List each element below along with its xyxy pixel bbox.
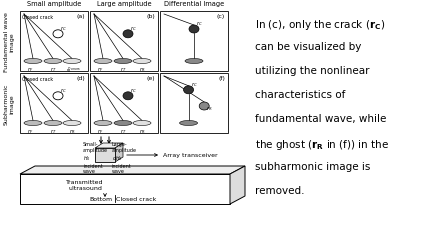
Text: subharmonic image is: subharmonic image is [255,161,370,171]
Ellipse shape [114,121,132,126]
Text: Closed crack: Closed crack [22,15,53,20]
Text: $r_T$: $r_T$ [50,65,57,74]
Ellipse shape [44,121,62,126]
Ellipse shape [114,59,132,64]
Polygon shape [95,143,123,148]
Text: $r_C$: $r_C$ [60,86,67,95]
Bar [160,74,228,134]
Text: Closed crack: Closed crack [22,77,53,82]
Text: (e): (e) [147,76,155,81]
Text: Differential Image: Differential Image [164,1,224,7]
Text: (a): (a) [77,14,85,19]
Text: Array transceiver: Array transceiver [163,153,218,158]
Bar [95,148,115,162]
Ellipse shape [53,92,63,100]
Ellipse shape [185,59,203,64]
Text: Large-
amplitude
$\alpha H_0$
incident
wave: Large- amplitude $\alpha H_0$ incident w… [112,141,137,174]
Text: Transmitted
ultrasound: Transmitted ultrasound [66,179,104,190]
Text: $r_R^{Donors}$: $r_R^{Donors}$ [66,65,81,76]
Text: $r_F$: $r_F$ [97,127,103,136]
Ellipse shape [183,86,194,94]
Text: (c): (c) [217,14,225,19]
Bar [160,12,228,72]
Text: $r_F$: $r_F$ [27,65,33,74]
Text: $r_F$: $r_F$ [27,127,33,136]
Polygon shape [20,166,245,174]
Ellipse shape [180,121,198,126]
Ellipse shape [189,26,199,34]
Polygon shape [115,143,123,162]
Text: Large amplitude: Large amplitude [97,1,151,7]
Ellipse shape [53,31,63,39]
Text: Bottom: Bottom [89,196,113,201]
Text: $r_T$: $r_T$ [120,65,127,74]
Ellipse shape [94,59,112,64]
Text: (b): (b) [146,14,155,19]
Text: $r_T$: $r_T$ [120,127,127,136]
Text: (f): (f) [218,76,225,81]
Bar [90,74,158,134]
Bar [20,74,88,134]
Text: $r_C$: $r_C$ [130,86,137,95]
Text: $r_R$: $r_R$ [69,127,75,136]
Ellipse shape [63,121,81,126]
Text: utilizing the nonlinear: utilizing the nonlinear [255,66,370,76]
Ellipse shape [44,59,62,64]
Ellipse shape [123,92,133,100]
Polygon shape [230,166,245,204]
Text: Small-
amplitude
$H_0$
incident
wave: Small- amplitude $H_0$ incident wave [83,141,108,174]
Text: (d): (d) [76,76,85,81]
Ellipse shape [24,121,42,126]
Text: Fundamental wave
image: Fundamental wave image [4,12,15,72]
Text: $r_C$: $r_C$ [196,19,203,28]
Bar [20,174,230,204]
Ellipse shape [123,31,133,39]
Text: $r_C$: $r_C$ [130,24,137,33]
Text: the ghost ($\mathbf{r_R}$ in (f)) in the: the ghost ($\mathbf{r_R}$ in (f)) in the [255,137,389,151]
Ellipse shape [94,121,112,126]
Ellipse shape [133,59,151,64]
Text: can be visualized by: can be visualized by [255,42,361,52]
Text: $r_R$: $r_R$ [206,104,213,113]
Text: removed.: removed. [255,185,304,195]
Text: $r_T$: $r_T$ [50,127,57,136]
Text: $r_R$: $r_R$ [139,65,145,74]
Text: $r_C$: $r_C$ [191,80,198,89]
Ellipse shape [133,121,151,126]
Text: characteristics of: characteristics of [255,90,345,100]
Text: Subharmonic
image: Subharmonic image [4,83,15,124]
Ellipse shape [63,59,81,64]
Bar [90,12,158,72]
Text: $r_C$: $r_C$ [60,24,67,33]
Text: Closed crack: Closed crack [117,196,157,201]
Text: $r_F$: $r_F$ [97,65,103,74]
Text: $r_R$: $r_R$ [139,127,145,136]
Text: fundamental wave, while: fundamental wave, while [255,113,386,123]
Ellipse shape [24,59,42,64]
Text: Small amplitude: Small amplitude [27,1,81,7]
Bar [20,12,88,72]
Text: In (c), only the crack ($\mathbf{r_C}$): In (c), only the crack ($\mathbf{r_C}$) [255,18,385,32]
Ellipse shape [199,103,209,110]
